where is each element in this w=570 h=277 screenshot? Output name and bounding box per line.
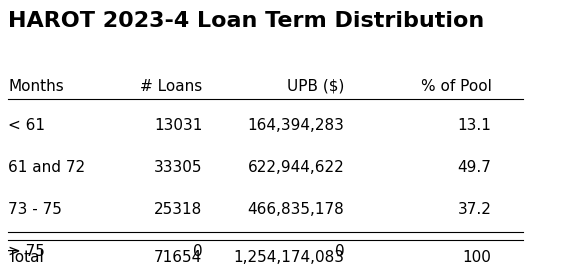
Text: HAROT 2023-4 Loan Term Distribution: HAROT 2023-4 Loan Term Distribution — [8, 11, 484, 31]
Text: 13031: 13031 — [154, 118, 202, 133]
Text: 622,944,622: 622,944,622 — [247, 160, 344, 175]
Text: UPB ($): UPB ($) — [287, 79, 344, 94]
Text: 13.1: 13.1 — [458, 118, 491, 133]
Text: 25318: 25318 — [154, 202, 202, 217]
Text: 49.7: 49.7 — [458, 160, 491, 175]
Text: 1,254,174,083: 1,254,174,083 — [233, 250, 344, 265]
Text: 61 and 72: 61 and 72 — [8, 160, 85, 175]
Text: % of Pool: % of Pool — [421, 79, 491, 94]
Text: > 75: > 75 — [8, 244, 45, 259]
Text: 0: 0 — [335, 244, 344, 259]
Text: 73 - 75: 73 - 75 — [8, 202, 62, 217]
Text: 164,394,283: 164,394,283 — [247, 118, 344, 133]
Text: Months: Months — [8, 79, 64, 94]
Text: 466,835,178: 466,835,178 — [247, 202, 344, 217]
Text: 33305: 33305 — [154, 160, 202, 175]
Text: 71654: 71654 — [154, 250, 202, 265]
Text: < 61: < 61 — [8, 118, 45, 133]
Text: # Loans: # Loans — [140, 79, 202, 94]
Text: 37.2: 37.2 — [458, 202, 491, 217]
Text: 100: 100 — [463, 250, 491, 265]
Text: 0: 0 — [193, 244, 202, 259]
Text: Total: Total — [8, 250, 44, 265]
